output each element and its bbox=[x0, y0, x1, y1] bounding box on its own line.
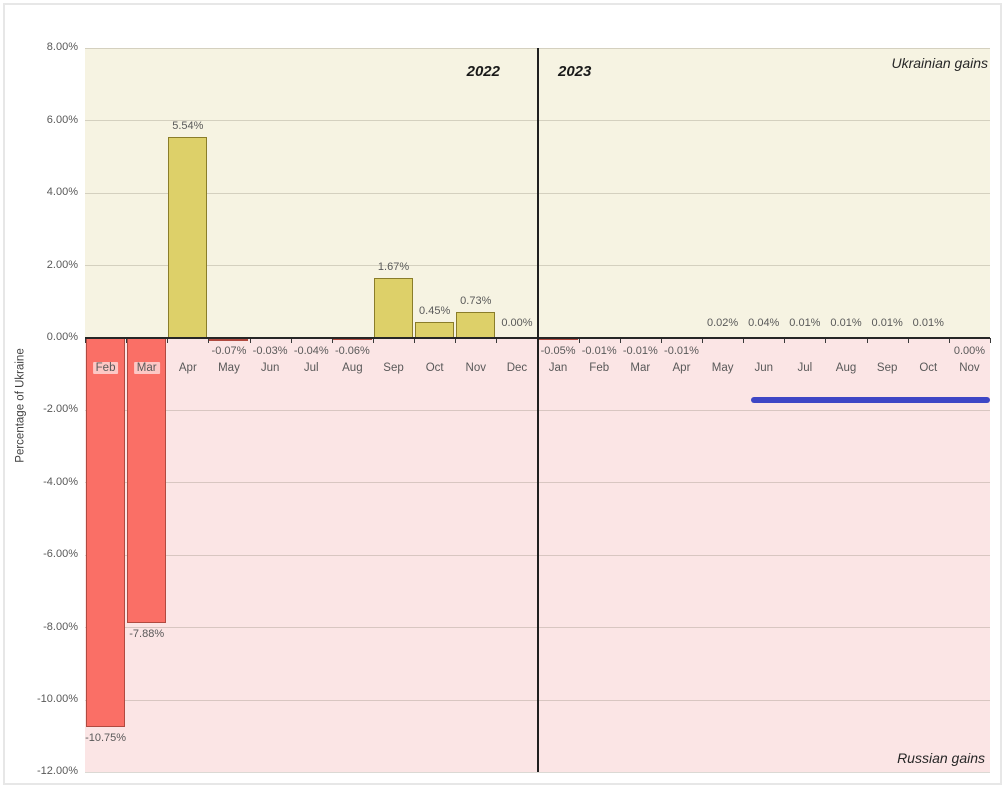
data-label-sep-2023: 0.01% bbox=[871, 317, 903, 329]
month-label-sep-2023: Sep bbox=[876, 362, 898, 374]
data-label-dec-2022: 0.00% bbox=[501, 317, 533, 329]
data-label-feb-2022: -10.75% bbox=[85, 732, 127, 745]
data-label-oct-2022: 0.45% bbox=[419, 304, 451, 317]
russian-gains-label: Russian gains bbox=[897, 750, 985, 766]
y-tick-label: 2.00% bbox=[46, 258, 78, 271]
x-tick-mark bbox=[496, 338, 498, 343]
data-label-mar-2022: -7.88% bbox=[129, 628, 165, 641]
month-label-jan-2023: Jan bbox=[548, 362, 568, 374]
x-tick-mark bbox=[208, 338, 210, 343]
bar-may-2022 bbox=[209, 338, 249, 341]
month-label-nov-2022: Nov bbox=[465, 362, 487, 374]
data-label-jun-2023: 0.04% bbox=[748, 317, 780, 329]
month-label-jul-2023: Jul bbox=[797, 362, 813, 374]
x-tick-mark bbox=[167, 338, 169, 343]
month-label-oct-2022: Oct bbox=[425, 362, 444, 374]
data-label-nov-2023: 0.00% bbox=[953, 345, 986, 357]
y-tick-label: 6.00% bbox=[46, 113, 78, 126]
data-label-sep-2022: 1.67% bbox=[377, 260, 410, 273]
gridline bbox=[85, 771, 990, 773]
year-label-2022: 2022 bbox=[466, 63, 500, 80]
year-divider-line bbox=[537, 48, 539, 772]
data-label-oct-2023: 0.01% bbox=[912, 317, 944, 329]
month-label-may-2023: May bbox=[711, 362, 734, 374]
x-tick-mark bbox=[866, 338, 868, 343]
x-tick-mark bbox=[825, 338, 827, 343]
x-tick-mark bbox=[619, 338, 621, 343]
x-tick-mark bbox=[702, 338, 704, 343]
x-tick-mark bbox=[290, 338, 292, 343]
y-tick-label: -10.00% bbox=[37, 693, 78, 705]
data-label-jan-2023: -0.05% bbox=[540, 345, 576, 357]
month-label-aug-2022: Aug bbox=[342, 362, 363, 374]
y-tick-label: 0.00% bbox=[46, 331, 78, 343]
year-label-2023: 2023 bbox=[558, 63, 592, 80]
bar-aug-2022 bbox=[332, 338, 372, 341]
bar-nov-2022 bbox=[456, 311, 496, 338]
bar-sep-2022 bbox=[374, 277, 414, 338]
month-label-feb-2023: Feb bbox=[589, 362, 610, 374]
month-label-dec-2022: Dec bbox=[506, 362, 528, 374]
month-label-mar-2022: Mar bbox=[133, 362, 160, 374]
data-label-may-2023: 0.02% bbox=[707, 317, 739, 329]
ukrainian-gains-label: Ukrainian gains bbox=[891, 55, 989, 71]
x-tick-mark bbox=[990, 338, 991, 343]
y-tick-label: 8.00% bbox=[46, 41, 78, 54]
data-label-apr-2022: 5.54% bbox=[172, 120, 204, 133]
x-tick-mark bbox=[126, 338, 128, 343]
x-tick-mark bbox=[455, 338, 457, 343]
month-label-jun-2023: Jun bbox=[754, 362, 774, 374]
month-label-nov-2023: Nov bbox=[959, 362, 980, 374]
month-label-apr-2023: Apr bbox=[672, 362, 691, 374]
data-label-apr-2023: -0.01% bbox=[664, 345, 699, 357]
x-tick-mark bbox=[85, 338, 86, 343]
x-tick-mark bbox=[372, 338, 374, 343]
x-tick-mark bbox=[331, 338, 333, 343]
data-label-may-2022: -0.07% bbox=[211, 345, 247, 357]
y-tick-label: -4.00% bbox=[43, 475, 78, 488]
data-label-feb-2023: -0.01% bbox=[581, 345, 617, 357]
data-label-mar-2023: -0.01% bbox=[622, 345, 658, 357]
month-label-mar-2023: Mar bbox=[630, 362, 651, 374]
x-tick-mark bbox=[414, 338, 416, 343]
month-label-oct-2023: Oct bbox=[919, 362, 938, 374]
data-label-nov-2022: 0.73% bbox=[460, 294, 492, 307]
y-tick-label: -8.00% bbox=[43, 620, 78, 633]
month-label-aug-2023: Aug bbox=[835, 362, 857, 374]
month-label-apr-2022: Apr bbox=[178, 362, 197, 374]
data-label-aug-2023: 0.01% bbox=[830, 317, 862, 329]
x-tick-mark bbox=[907, 338, 909, 343]
bar-oct-2022 bbox=[415, 321, 455, 338]
annotation-line bbox=[751, 397, 990, 403]
y-tick-label: -12.00% bbox=[37, 765, 78, 778]
y-tick-label: -2.00% bbox=[43, 403, 78, 416]
data-label-jul-2022: -0.04% bbox=[293, 345, 329, 357]
x-tick-mark bbox=[578, 338, 580, 343]
month-label-feb-2022: Feb bbox=[92, 362, 119, 374]
data-label-aug-2022: -0.06% bbox=[334, 345, 370, 357]
bar-feb-2022 bbox=[86, 338, 126, 728]
y-tick-label: -6.00% bbox=[43, 548, 78, 561]
month-label-may-2022: May bbox=[218, 362, 240, 374]
month-label-jun-2022: Jun bbox=[260, 362, 280, 374]
x-tick-mark bbox=[743, 338, 745, 343]
x-tick-mark bbox=[784, 338, 786, 343]
y-axis-title: Percentage of Ukraine bbox=[14, 348, 27, 463]
x-tick-mark bbox=[948, 338, 950, 343]
month-label-jul-2022: Jul bbox=[303, 362, 319, 374]
x-tick-mark bbox=[660, 338, 662, 343]
month-label-sep-2022: Sep bbox=[383, 362, 404, 374]
bar-mar-2022 bbox=[127, 338, 167, 624]
y-tick-label: 4.00% bbox=[46, 186, 78, 199]
bar-apr-2022 bbox=[168, 137, 208, 338]
data-label-jul-2023: 0.01% bbox=[789, 317, 821, 329]
x-tick-mark bbox=[249, 338, 251, 343]
data-label-jun-2022: -0.03% bbox=[252, 345, 288, 357]
